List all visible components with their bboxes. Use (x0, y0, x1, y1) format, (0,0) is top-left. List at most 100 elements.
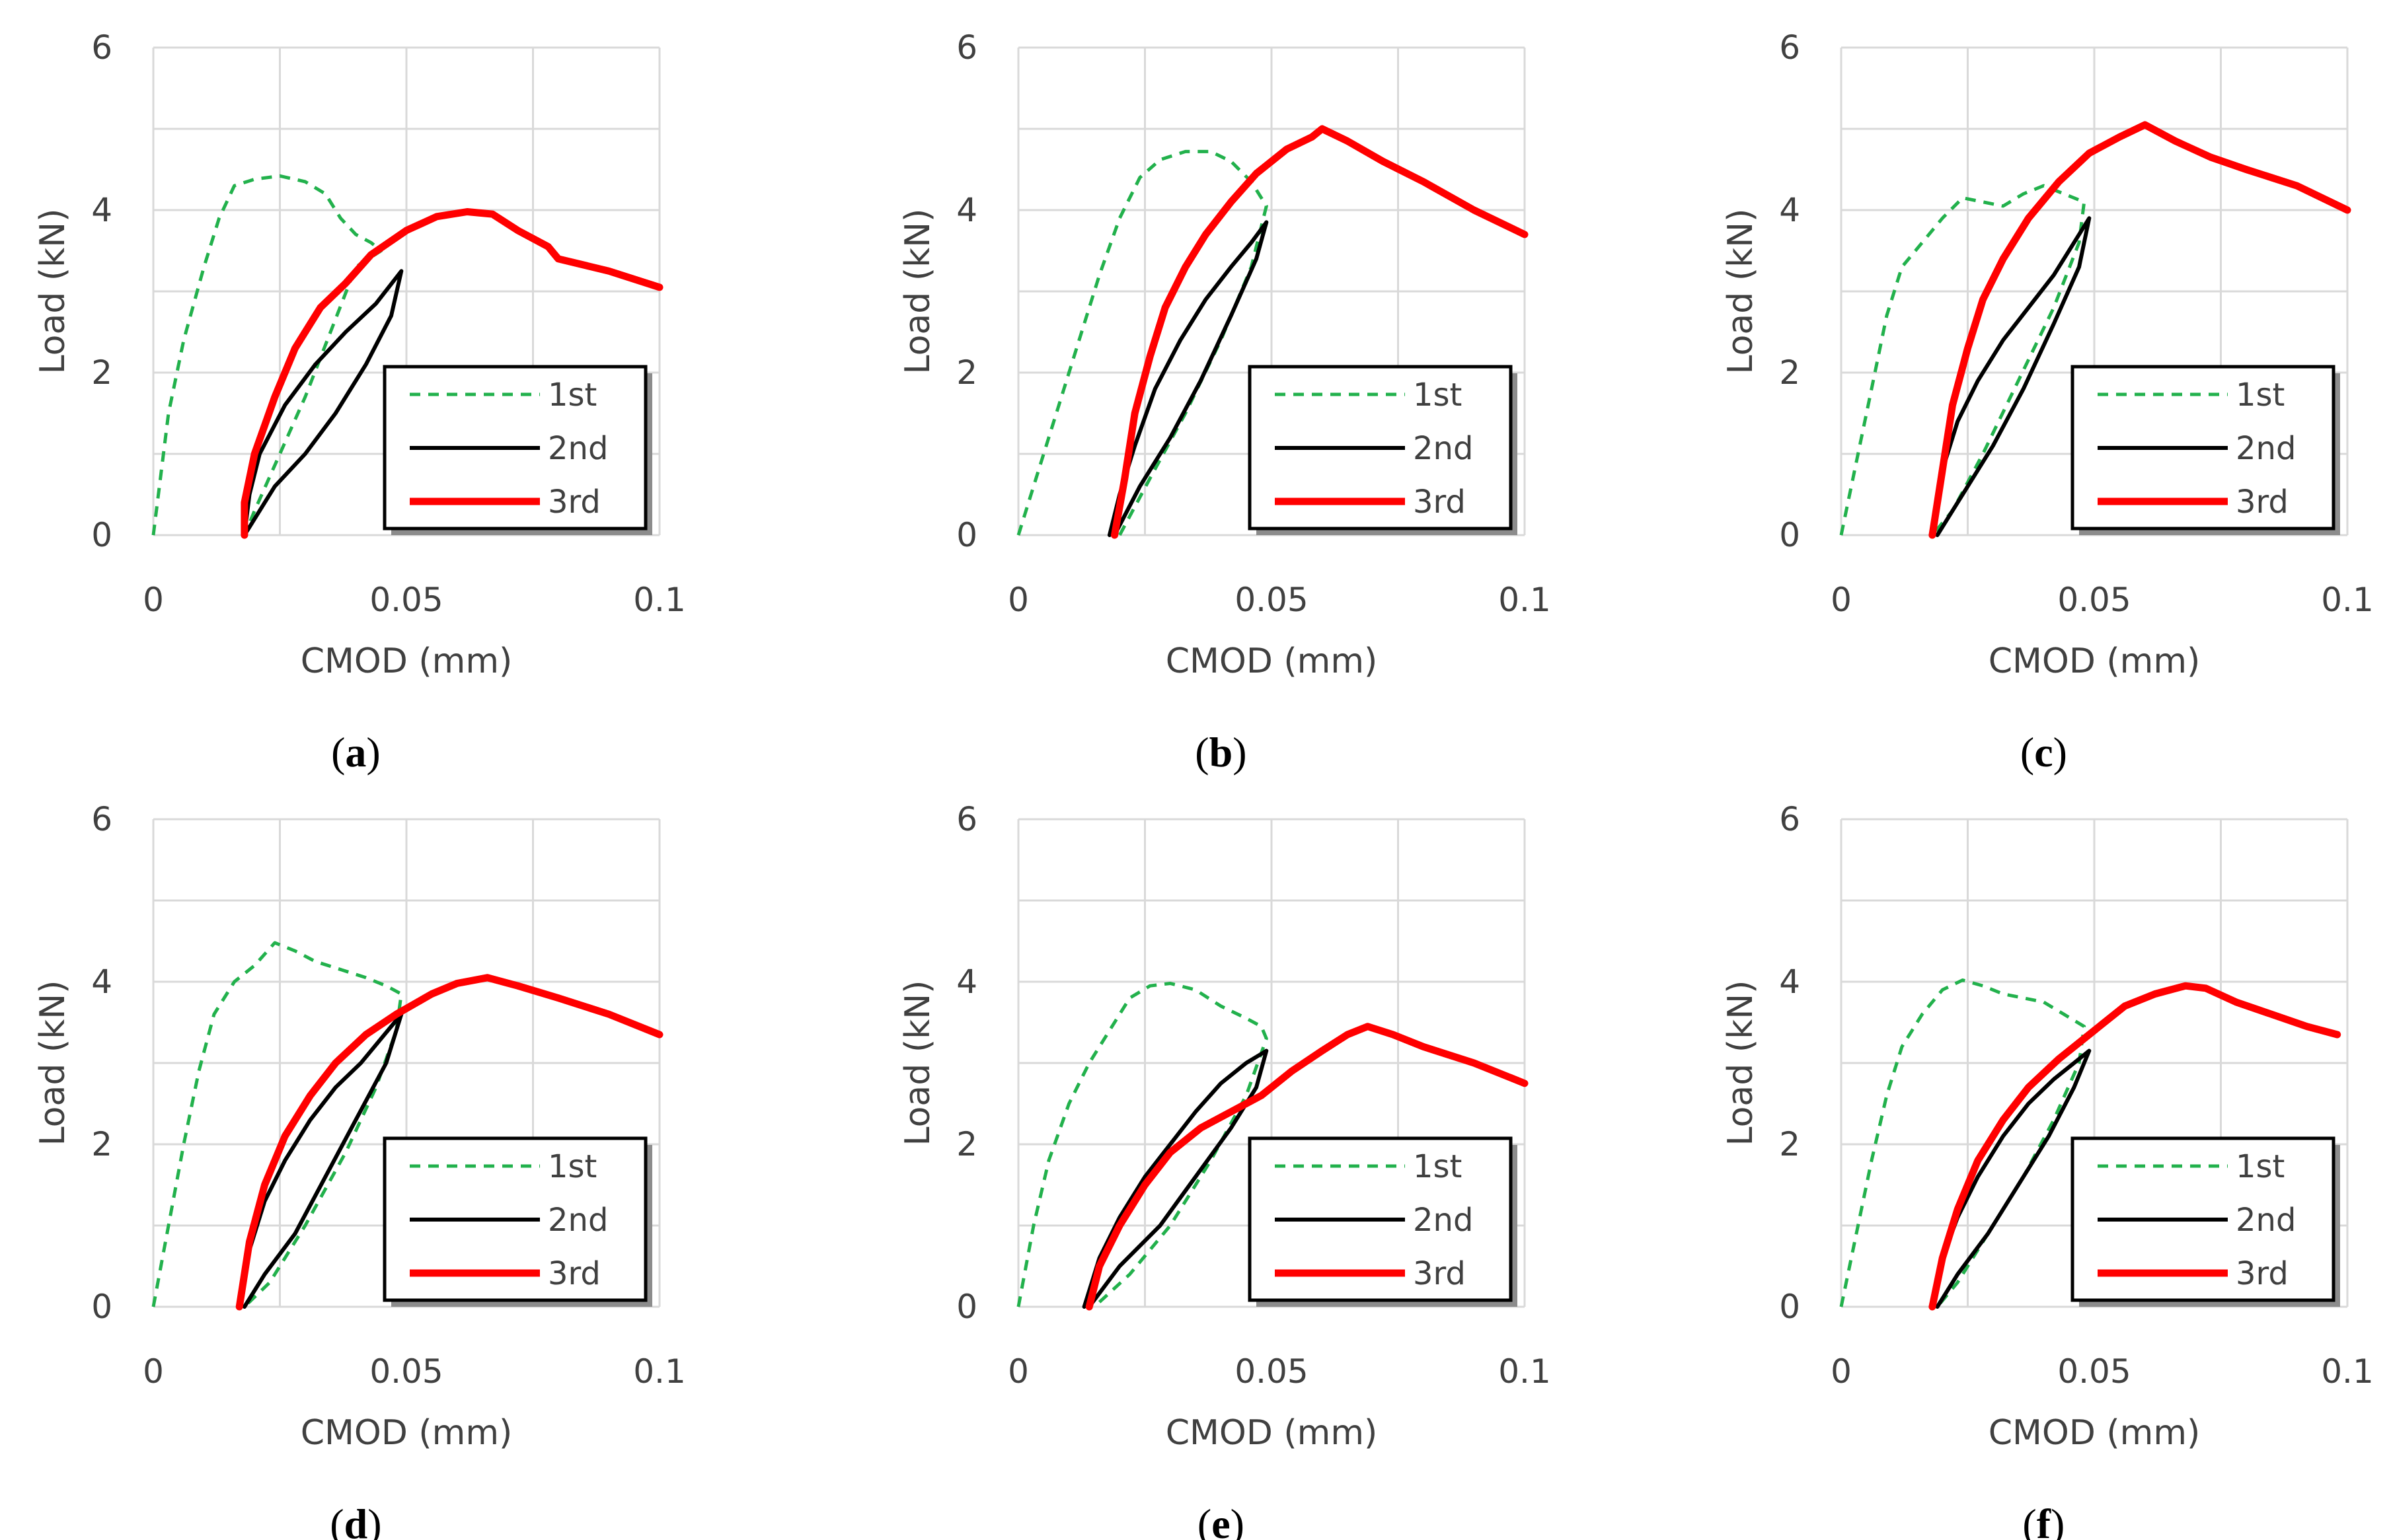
x-axis-title: CMOD (mm) (301, 642, 513, 681)
y-tick-label: 2 (956, 353, 977, 392)
series-2nd-line (1930, 1048, 2092, 1309)
panel-caption-letter: d (344, 1500, 368, 1540)
y-tick-label: 0 (91, 1288, 112, 1326)
y-axis-title: Load (kN) (898, 980, 938, 1146)
y-tick-label: 2 (91, 1125, 112, 1163)
x-tick-label: 0 (143, 1352, 164, 1391)
legend-label-1st: 1st (2236, 377, 2285, 414)
y-tick-label: 4 (956, 963, 977, 1001)
panel-b: 0 2 4 6 0 0.05 0.1 CMOD (mm) Load (kN) 1st 2nd 3rd (… (898, 28, 1551, 776)
y-tick-label: 0 (956, 1288, 977, 1326)
legend-label-2nd: 2nd (1413, 430, 1473, 467)
panel-c: 0 2 4 6 0 0.05 0.1 CMOD (mm) Load (kN) 1st 2nd 3rd (… (1721, 28, 2374, 776)
panel-caption-letter: c (2034, 729, 2053, 776)
y-axis-title: Load (kN) (1721, 980, 1761, 1146)
series-1st-line (1839, 978, 2086, 1308)
x-tick-label: 0 (1831, 581, 1852, 619)
series-2nd-line (1930, 216, 2092, 537)
legend-label-3rd: 3rd (548, 484, 601, 521)
panel-d: 0 2 4 6 0 0.05 0.1 CMOD (mm) Load (kN) 1st 2nd 3rd (… (33, 800, 686, 1540)
series-3rd-line (1111, 125, 1529, 539)
legend-label-1st: 1st (1413, 1148, 1462, 1185)
series-3rd-line (1928, 121, 2351, 539)
x-tick-label: 0.05 (1234, 1352, 1308, 1391)
series-3rd-line (235, 974, 664, 1311)
panel-caption: (b) (1195, 729, 1246, 776)
legend-label-2nd: 2nd (2236, 1202, 2296, 1239)
legend-label-2nd: 2nd (548, 1202, 608, 1239)
y-tick-label: 0 (91, 516, 112, 554)
series-2nd-line (1107, 220, 1269, 537)
series-1st-line (1016, 982, 1268, 1308)
series-1st-line (1839, 184, 2086, 536)
y-tick-label: 0 (1779, 516, 1800, 554)
y-tick-label: 4 (91, 191, 112, 229)
x-axis-title: CMOD (mm) (1166, 1413, 1378, 1453)
y-tick-label: 6 (1779, 800, 1800, 838)
y-axis-title: Load (kN) (1721, 209, 1761, 375)
panel-caption-letter: a (345, 729, 366, 776)
legend-label-3rd: 3rd (1413, 484, 1466, 521)
series-2nd-line (242, 269, 404, 537)
series-3rd-line (1085, 1023, 1529, 1311)
panel-f: 0 2 4 6 0 0.05 0.1 CMOD (mm) Load (kN) 1st 2nd 3rd (… (1721, 800, 2374, 1540)
series-3rd-line (1928, 982, 2341, 1311)
x-tick-label: 0.05 (2057, 581, 2131, 619)
panel-caption: (d) (330, 1500, 381, 1540)
y-axis-title: Load (kN) (898, 209, 938, 375)
panel-e: 0 2 4 6 0 0.05 0.1 CMOD (mm) Load (kN) 1st 2nd 3rd (… (898, 800, 1551, 1540)
y-tick-label: 6 (91, 28, 112, 67)
y-tick-label: 0 (956, 516, 977, 554)
y-tick-label: 4 (956, 191, 977, 229)
x-tick-label: 0 (1008, 1352, 1029, 1391)
panel-caption: (e) (1197, 1500, 1244, 1540)
y-axis-title: Load (kN) (33, 980, 73, 1146)
panel-a: 0 2 4 6 0 0.05 0.1 CMOD (mm) Load (kN) 1st 2nd 3rd (… (33, 28, 686, 776)
x-tick-label: 0.1 (1498, 581, 1551, 619)
x-tick-label: 0.05 (2057, 1352, 2131, 1391)
series-2nd-line (237, 1012, 404, 1309)
y-axis-title: Load (kN) (33, 209, 73, 375)
panel-caption: (a) (331, 729, 381, 776)
x-tick-label: 0.05 (1234, 581, 1308, 619)
x-tick-label: 0.05 (369, 1352, 443, 1391)
x-tick-label: 0.1 (633, 1352, 686, 1391)
legend-label-3rd: 3rd (548, 1255, 601, 1292)
y-tick-label: 2 (956, 1125, 977, 1163)
y-tick-label: 6 (1779, 28, 1800, 67)
x-axis-title: CMOD (mm) (1166, 642, 1378, 681)
y-tick-label: 2 (1779, 1125, 1800, 1163)
series-1st-line (151, 174, 383, 536)
legend-label-3rd: 3rd (2236, 1255, 2289, 1292)
legend-label-2nd: 2nd (2236, 430, 2296, 467)
x-tick-label: 0.05 (369, 581, 443, 619)
legend-label-1st: 1st (548, 377, 597, 414)
legend-label-2nd: 2nd (1413, 1202, 1473, 1239)
legend-label-1st: 1st (1413, 377, 1462, 414)
series-3rd-line (241, 208, 664, 539)
legend-label-1st: 1st (548, 1148, 597, 1185)
panel-caption-letter: f (2037, 1500, 2051, 1540)
panel-caption-letter: b (1209, 729, 1233, 776)
panel-caption: (c) (2020, 729, 2067, 776)
y-tick-label: 4 (1779, 191, 1800, 229)
y-tick-label: 2 (91, 353, 112, 392)
x-tick-label: 0.1 (1498, 1352, 1551, 1391)
x-tick-label: 0.1 (2321, 581, 2374, 619)
y-tick-label: 6 (956, 28, 977, 67)
x-axis-title: CMOD (mm) (1989, 1413, 2201, 1453)
x-axis-title: CMOD (mm) (1989, 642, 2201, 681)
legend-label-1st: 1st (2236, 1148, 2285, 1185)
y-tick-label: 6 (956, 800, 977, 838)
series-2nd-line (1082, 1048, 1269, 1309)
x-tick-label: 0 (1008, 581, 1029, 619)
x-axis-title: CMOD (mm) (301, 1413, 513, 1453)
x-tick-label: 0 (1831, 1352, 1852, 1391)
panel-caption-letter: e (1211, 1500, 1230, 1540)
legend-label-3rd: 3rd (1413, 1255, 1466, 1292)
panel-caption: (f) (2022, 1500, 2065, 1540)
legend-label-3rd: 3rd (2236, 484, 2289, 521)
x-tick-label: 0.1 (2321, 1352, 2374, 1391)
x-tick-label: 0 (143, 581, 164, 619)
